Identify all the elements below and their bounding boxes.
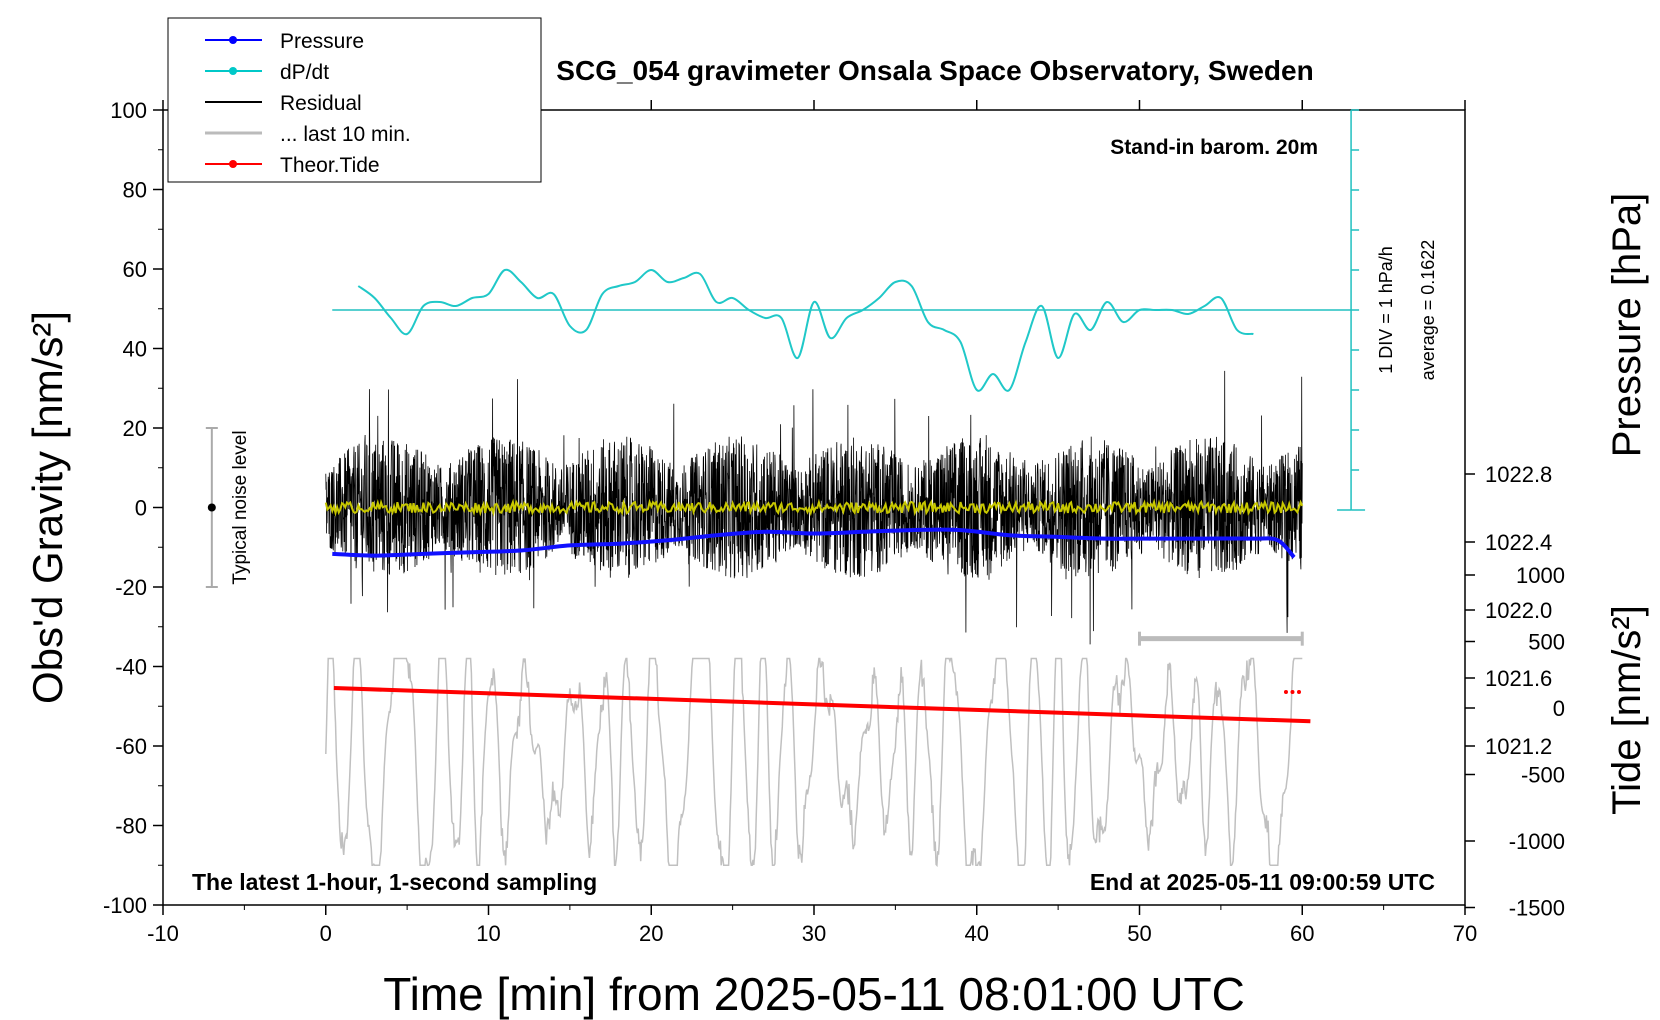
legend-label: ... last 10 min. (280, 123, 411, 146)
y-tick-label: -80 (115, 814, 147, 839)
tide-tick-label: -1000 (1509, 829, 1565, 854)
bottom-right-annotation: End at 2025-05-11 09:00:59 UTC (1090, 869, 1435, 895)
barometer-annotation: Stand-in barom. 20m (1110, 136, 1318, 159)
x-tick-label: 70 (1453, 921, 1477, 946)
y-tick-label: 80 (123, 178, 147, 203)
y-tick-label: -60 (115, 734, 147, 759)
y-axis-label-left: Obs'd Gravity [nm/s²] (24, 311, 71, 704)
tide-dot (1283, 690, 1288, 695)
legend-label: dP/dt (280, 61, 329, 84)
tide-dot (1290, 690, 1295, 695)
residual-mean-trace (324, 498, 1304, 517)
noise-bar-center (207, 503, 216, 512)
dpdt-trace (357, 268, 1254, 392)
tide-tick-label: 0 (1553, 696, 1565, 721)
y-tick-label: 60 (123, 257, 147, 282)
y-axis-label-tide: Tide [nm/s²] (1605, 605, 1649, 815)
pressure-tick-label: 1022.4 (1485, 530, 1552, 555)
x-tick-label: -10 (147, 921, 179, 946)
noise-label: Typical noise level (230, 430, 251, 584)
y-tick-label: -40 (115, 655, 147, 680)
average-annotation: average = 0.1622 (1418, 240, 1438, 381)
y-tick-label: 20 (123, 416, 147, 441)
y-tick-label: -20 (115, 575, 147, 600)
y-tick-label: 40 (123, 337, 147, 362)
pressure-tick-label: 1021.2 (1485, 734, 1552, 759)
x-tick-label: 20 (639, 921, 663, 946)
legend-label: Residual (280, 92, 362, 115)
x-tick-label: 10 (476, 921, 500, 946)
y-tick-label: 100 (110, 98, 147, 123)
legend-marker (229, 160, 237, 168)
x-tick-label: 30 (802, 921, 826, 946)
legend-label: Theor.Tide (280, 154, 380, 177)
chart-title: SCG_054 gravimeter Onsala Space Observat… (556, 55, 1313, 86)
x-tick-label: 50 (1127, 921, 1151, 946)
tide-line (333, 686, 1311, 724)
x-axis-label: Time [min] from 2025-05-11 08:01:00 UTC (383, 968, 1245, 1020)
pressure-tick-label: 1022.8 (1485, 462, 1552, 487)
legend-marker (229, 67, 237, 75)
x-tick-label: 0 (320, 921, 332, 946)
y-axis-label-pressure: Pressure [hPa] (1605, 193, 1649, 458)
legend-marker (229, 36, 237, 44)
pressure-tick-label: 1022.0 (1485, 598, 1552, 623)
y-tick-label: 0 (135, 496, 147, 521)
legend-label: Pressure (280, 30, 364, 53)
x-tick-label: 60 (1290, 921, 1314, 946)
tide-tick-label: 500 (1528, 630, 1565, 655)
tide-tick-label: -1500 (1509, 896, 1565, 921)
x-tick-label: 40 (965, 921, 989, 946)
tide-tick-label: -500 (1521, 763, 1565, 788)
div-annotation: 1 DIV = 1 hPa/h (1376, 246, 1396, 374)
tide-dot (1296, 690, 1301, 695)
legend-box (167, 17, 542, 183)
pressure-tick-label: 1021.6 (1485, 666, 1552, 691)
tide-tick-label: 1000 (1516, 563, 1565, 588)
last-10-min-trace (325, 657, 1303, 868)
pressure-trace (332, 527, 1296, 559)
bottom-left-annotation: The latest 1-hour, 1-second sampling (192, 869, 597, 895)
y-tick-label: -100 (103, 893, 147, 918)
